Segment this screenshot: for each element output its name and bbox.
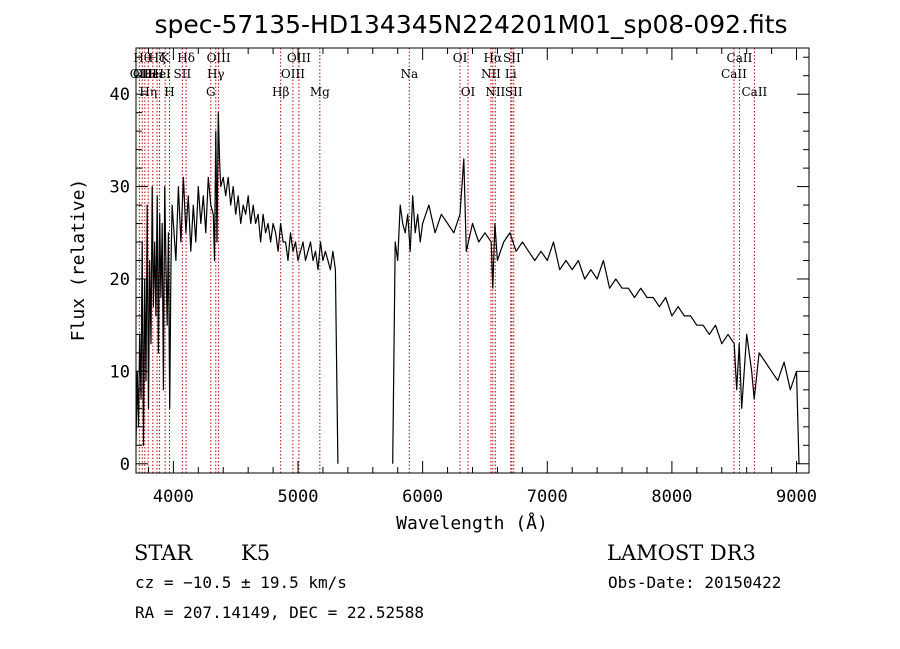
x-tick-label: 5000 [278, 487, 319, 507]
line-label: OI [461, 85, 476, 99]
y-axis-label: Flux (relative) [68, 179, 89, 342]
line-label: Na [400, 67, 418, 81]
line-label: SII [503, 51, 521, 65]
chart-title: spec-57135-HD134345N224201M01_sp08-092.f… [154, 10, 787, 39]
line-label: CaII [721, 67, 747, 81]
line-label: OIII [133, 67, 157, 81]
y-tick-label: 30 [110, 178, 130, 198]
line-label: SII [174, 67, 192, 81]
line-label: HeI [142, 67, 165, 81]
line-label: OI [453, 51, 468, 65]
line-label: K [161, 51, 171, 65]
x-tick-label: 9000 [776, 487, 817, 507]
line-label: G [206, 85, 216, 99]
line-label: OIII [207, 51, 231, 65]
line-label: Hη [139, 85, 157, 99]
coordinates: RA = 207.14149, DEC = 22.52588 [135, 603, 424, 622]
line-label: Li [505, 67, 517, 81]
y-tick-label: 10 [110, 362, 130, 382]
object-subclass: K5 [241, 541, 270, 565]
x-tick-label: 6000 [402, 487, 443, 507]
line-label: H [164, 85, 174, 99]
line-label: Hζ [149, 51, 166, 65]
line-label: OIII [281, 67, 305, 81]
line-label: OIII [287, 51, 311, 65]
spectral-line-markers [138, 48, 755, 473]
line-label: Hδ [177, 51, 195, 65]
x-tick-label: 7000 [527, 487, 568, 507]
line-label: Hθ [133, 51, 151, 65]
line-label: Hγ [207, 67, 225, 81]
object-class: STAR [134, 541, 193, 565]
line-label: NII [485, 85, 505, 99]
x-tick-label: 4000 [153, 487, 194, 507]
line-label: CaII [727, 51, 753, 65]
spectrum-series [135, 112, 800, 464]
line-label: SII [505, 85, 523, 99]
x-tick-label: 8000 [651, 487, 692, 507]
line-label: Mg [310, 85, 330, 99]
line-label: CaII [741, 85, 767, 99]
observation-date: Obs-Date: 20150422 [608, 573, 781, 592]
survey-name: LAMOST DR3 [607, 541, 756, 565]
line-label: Hβ [272, 85, 289, 99]
plot-frame [135, 47, 810, 474]
spectrum-segment [135, 112, 339, 464]
x-axis-ticks: 4000 5000 6000 7000 8000 9000 [147, 48, 817, 507]
line-label: OII [130, 67, 150, 81]
y-tick-label: 0 [120, 455, 130, 475]
spectrum-segment [392, 158, 800, 464]
x-axis-label: Wavelength (Å) [396, 512, 548, 534]
line-label: NII [481, 67, 501, 81]
line-label: Hα [484, 51, 503, 65]
spectral-line-labels: OIIHθOIIIHηHeIHζHeIKHSIIHδGHγOIIIHβOIIIO… [130, 51, 768, 99]
redshift-readout: cz = −10.5 ± 19.5 km/s [135, 573, 347, 592]
y-axis-ticks: 0 10 20 30 40 [110, 56, 809, 475]
y-tick-label: 40 [110, 85, 130, 105]
line-label: HeI [148, 67, 171, 81]
y-tick-label: 20 [110, 270, 130, 290]
